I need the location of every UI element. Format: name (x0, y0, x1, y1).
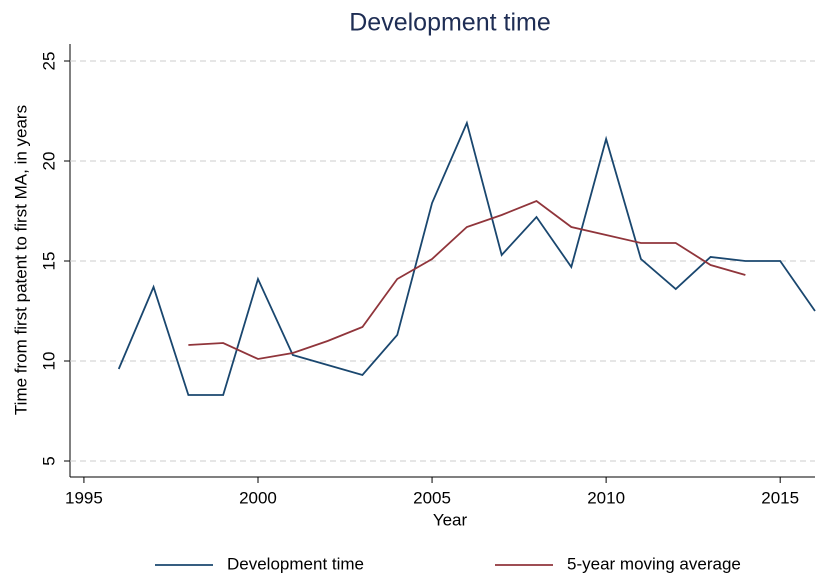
x-tick-label: 2010 (587, 488, 625, 507)
chart-title: Development time (349, 9, 550, 37)
data-line (117, 120, 816, 396)
data-line (188, 199, 746, 360)
x-tick-label: 2000 (239, 488, 277, 507)
y-tick-label: 10 (39, 352, 58, 371)
legend-label: 5-year moving average (567, 554, 741, 573)
x-tick-label: 1995 (65, 488, 103, 507)
y-axis-label: Time from first patent to first MA, in y… (11, 105, 30, 415)
x-axis-label: Year (433, 510, 468, 529)
legend-label: Development time (227, 554, 364, 573)
y-tick-label: 5 (39, 456, 58, 465)
y-tick-label: 25 (39, 52, 58, 71)
x-tick-label: 2015 (761, 488, 799, 507)
y-tick-label: 15 (39, 252, 58, 271)
x-tick-label: 2005 (413, 488, 451, 507)
y-tick-label: 20 (39, 152, 58, 171)
